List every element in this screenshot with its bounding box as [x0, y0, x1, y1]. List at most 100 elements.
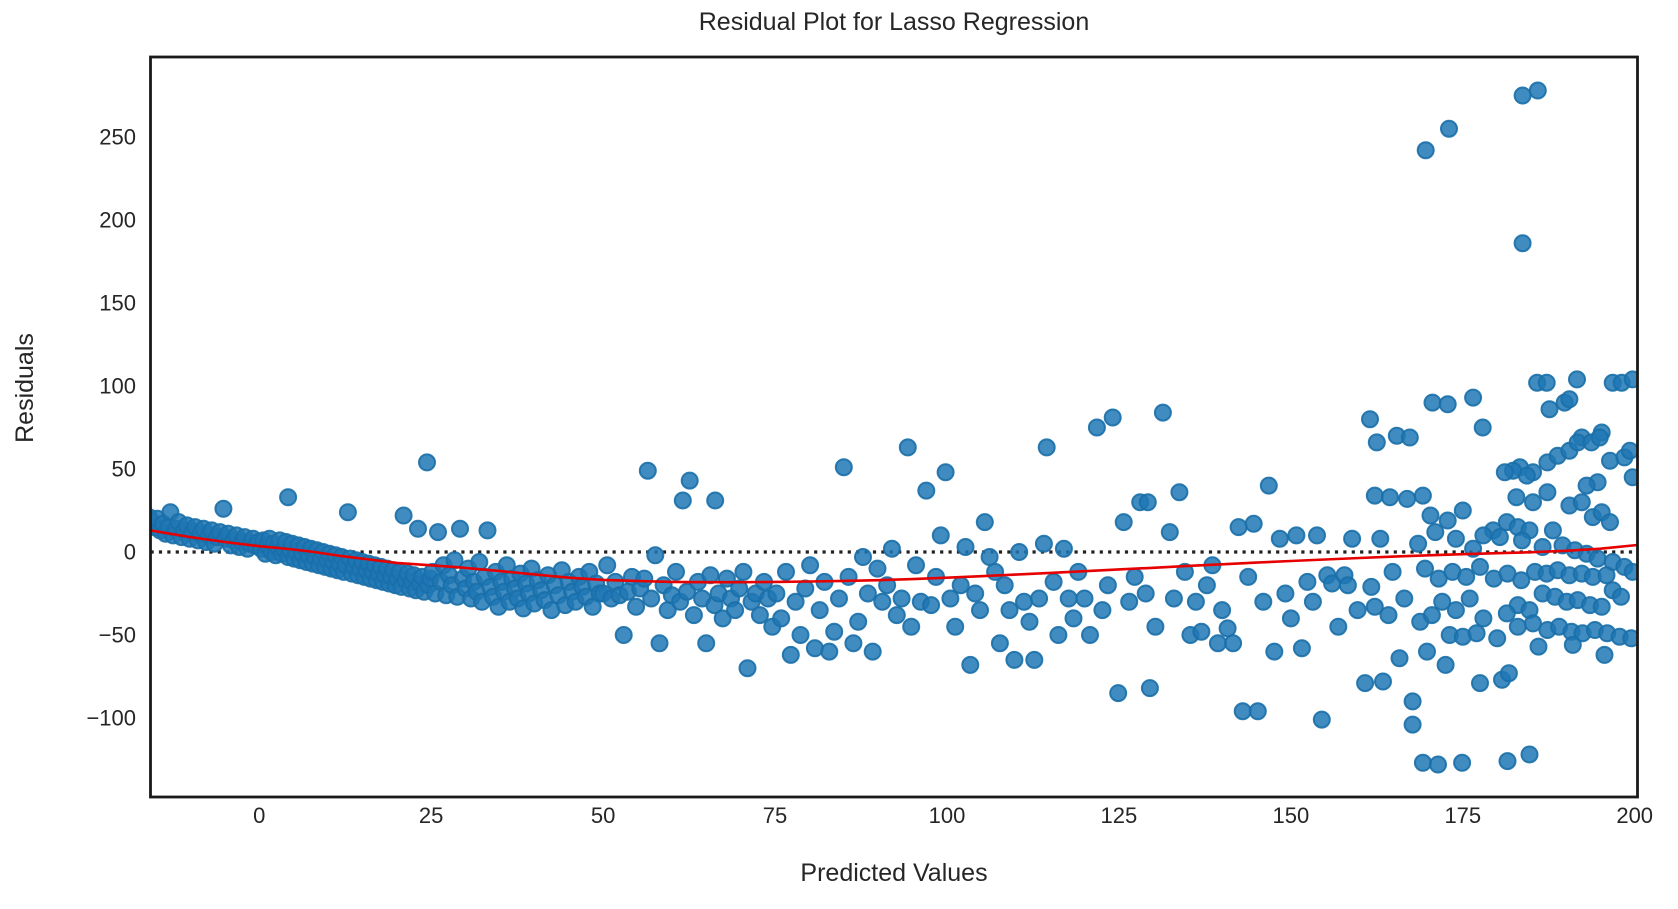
scatter-point	[1170, 483, 1189, 502]
scatter-point	[825, 622, 844, 641]
scatter-point	[1233, 702, 1252, 721]
plot-content	[150, 81, 1638, 774]
scatter-point	[1229, 518, 1248, 537]
scatter-point	[1495, 463, 1514, 482]
y-tick-label: 50	[112, 457, 136, 482]
scatter-point	[697, 634, 716, 653]
scatter-point	[1623, 562, 1638, 581]
scatter-point	[678, 582, 696, 601]
scatter-point	[646, 546, 665, 565]
scatter-point	[1623, 370, 1638, 389]
scatter-point	[791, 626, 810, 644]
scatter-point	[951, 576, 970, 595]
scatter-point	[1087, 418, 1106, 437]
scatter-point	[1568, 370, 1586, 389]
scatter-point	[1474, 526, 1493, 545]
scatter-point	[1109, 684, 1128, 703]
scatter-point	[1103, 408, 1122, 427]
y-axis-label: Residuals	[11, 333, 39, 443]
scatter-point	[1588, 549, 1607, 568]
scatter-point	[1125, 567, 1144, 586]
scatter-point	[667, 562, 685, 581]
scatter-point	[214, 499, 233, 518]
scatter-point	[936, 463, 955, 482]
scatter-point	[810, 601, 829, 620]
scatter-point	[1497, 604, 1516, 623]
scatter-point	[701, 566, 720, 585]
scatter-point	[839, 567, 858, 586]
scatter-point	[478, 521, 497, 540]
scatter-point	[726, 601, 745, 620]
scatter-point	[429, 523, 447, 542]
scatter-point	[1453, 753, 1472, 772]
scatter-point	[1524, 493, 1542, 512]
scatter-point	[1524, 614, 1542, 633]
scatter-point	[1153, 403, 1172, 422]
scatter-point	[1513, 86, 1532, 105]
scatter-point	[1438, 511, 1457, 530]
scatter-point	[1623, 468, 1638, 487]
scatter-point	[409, 519, 427, 538]
scatter-point	[1421, 506, 1440, 525]
scatter-point	[1464, 388, 1483, 407]
scatter-point	[1416, 141, 1435, 160]
scatter-point	[1467, 624, 1486, 643]
scatter-point	[820, 642, 839, 661]
scatter-point	[917, 481, 936, 500]
scatter-point	[975, 513, 994, 532]
scatter-point	[1164, 589, 1183, 608]
scatter-point	[1537, 373, 1556, 392]
scatter-point	[1197, 576, 1216, 595]
scatter-point	[946, 617, 965, 636]
scatter-point	[892, 589, 911, 608]
scatter-point	[801, 556, 820, 575]
scatter-point	[1208, 634, 1227, 653]
scatter-point	[1329, 617, 1348, 636]
plot-area	[150, 57, 1638, 797]
scatter-point	[834, 458, 853, 477]
scatter-point	[1276, 584, 1295, 603]
scatter-point	[1362, 577, 1381, 596]
scatter-point	[1413, 486, 1432, 505]
scatter-point	[1044, 572, 1063, 591]
scatter-point	[868, 559, 887, 578]
x-tick-label: 150	[1273, 803, 1310, 828]
scatter-point	[1436, 655, 1455, 674]
scatter-point	[738, 659, 757, 678]
y-tick-label: 100	[99, 374, 136, 399]
scatter-point	[1287, 526, 1306, 545]
scatter-point	[1488, 629, 1507, 648]
scatter-point	[279, 488, 298, 507]
scatter-point	[338, 503, 357, 522]
scatter-point	[1010, 543, 1029, 561]
scatter-point	[1365, 486, 1384, 505]
scatter-point	[1490, 528, 1509, 547]
plot-border	[149, 55, 1639, 799]
scatter-point	[882, 539, 901, 558]
scatter-point	[1059, 589, 1078, 608]
x-tick-label: 100	[929, 803, 966, 828]
scatter-point	[1254, 592, 1273, 611]
scatter-point	[1499, 664, 1518, 683]
scatter-point	[1563, 635, 1582, 654]
scatter-point	[844, 634, 863, 653]
scatter-point	[777, 562, 795, 581]
scatter-point	[1049, 626, 1068, 644]
x-tick-label: 25	[419, 803, 443, 828]
scatter-point	[1312, 710, 1331, 729]
scatter-point	[1120, 592, 1139, 611]
scatter-point	[931, 526, 950, 545]
scatter-point	[1081, 626, 1099, 644]
x-tick-label: 75	[763, 803, 787, 828]
scatter-points	[150, 81, 1638, 774]
scatter-point	[1529, 637, 1548, 656]
scatter-point	[1474, 609, 1493, 628]
scatter-point	[1508, 617, 1527, 636]
scatter-point	[1338, 576, 1357, 595]
scatter-point	[1192, 622, 1211, 641]
scatter-point	[394, 506, 413, 525]
scatter-point	[1025, 650, 1044, 669]
scatter-point	[1140, 679, 1159, 698]
scatter-point	[1361, 410, 1379, 429]
